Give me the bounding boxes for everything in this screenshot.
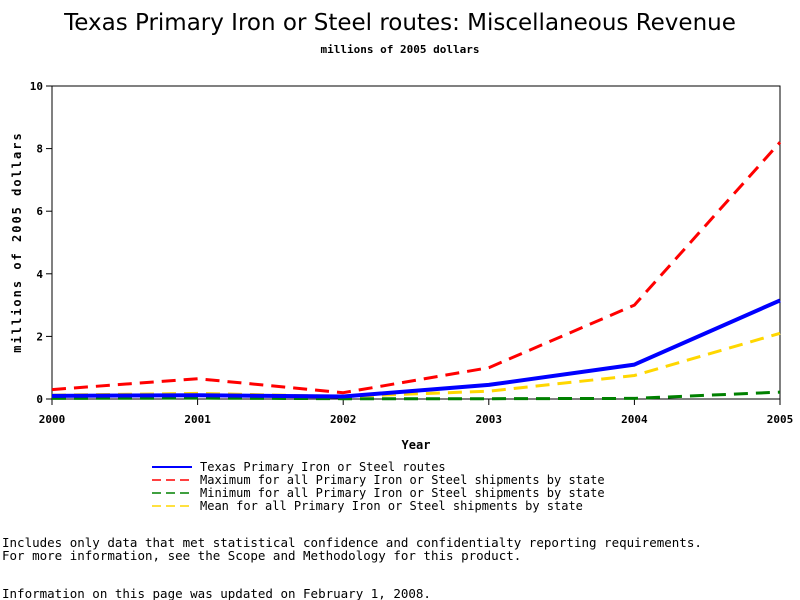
chart-subtitle: millions of 2005 dollars [321,43,480,56]
x-tick-label: 2005 [767,413,794,426]
y-tick-label: 8 [36,143,43,156]
x-tick-label: 2004 [621,413,648,426]
series-line-2 [51,390,781,401]
x-axis-label: Year [402,438,431,452]
footnote-methodology: For more information, see the Scope and … [2,548,521,563]
y-tick-label: 4 [36,268,43,281]
legend: Texas Primary Iron or Steel routesMaximu… [152,460,605,513]
y-tick-label: 6 [36,205,43,218]
y-tick-label: 0 [36,393,43,406]
x-tick-label: 2002 [330,413,357,426]
series-line-1 [51,141,782,395]
footnote-updated: Information on this page was updated on … [2,586,431,600]
x-axis: 2000 2001 2002 2003 2004 2005 [39,399,794,426]
x-tick-label: 2003 [476,413,503,426]
legend-entry: Mean for all Primary Iron or Steel shipm… [200,499,583,513]
y-axis: 0 2 4 6 8 10 [30,80,52,406]
legend-entry: Maximum for all Primary Iron or Steel sh… [200,473,605,487]
series-line-3 [51,331,781,398]
y-tick-label: 10 [30,80,43,93]
series-lines [51,141,782,401]
series-line-0 [51,298,781,399]
chart-title: Texas Primary Iron or Steel routes: Misc… [63,10,736,36]
footnote-confidence: Includes only data that met statistical … [2,535,702,550]
x-tick-label: 2000 [39,413,66,426]
legend-entry: Minimum for all Primary Iron or Steel sh… [200,486,605,500]
y-tick-label: 2 [36,330,43,343]
y-axis-label: millions of 2005 dollars [10,131,24,352]
plot-frame [51,85,781,400]
x-tick-label: 2001 [184,413,211,426]
legend-entry: Texas Primary Iron or Steel routes [200,460,446,474]
